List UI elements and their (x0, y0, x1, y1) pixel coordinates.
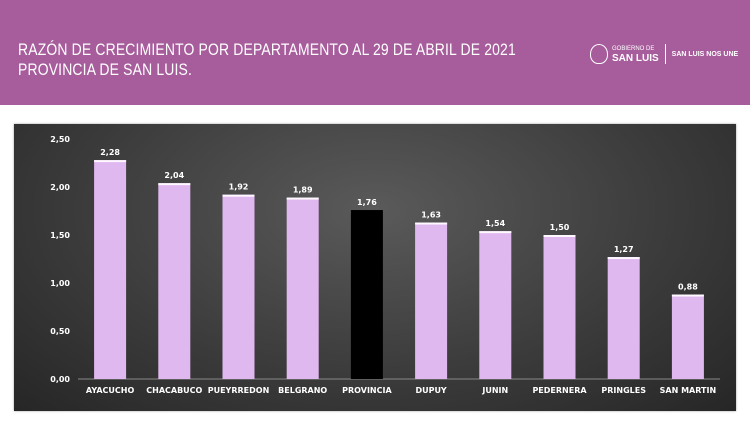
bar-belgrano (286, 197, 319, 379)
bar-chart: 0,00 0,50 1,00 1,50 2,00 2,50 2,28 AYACUCHO 2,04… (50, 135, 720, 395)
bar-ayacucho (94, 160, 127, 379)
bar-highlight-edge (158, 183, 191, 186)
bar-highlight-edge (479, 231, 512, 234)
y-tick-label: 2,50 (50, 135, 70, 144)
y-tick-label: 0,00 (50, 375, 70, 384)
seal-icon (590, 44, 608, 64)
bar-highlight-edge (286, 197, 319, 200)
logo-small-text: GOBIERNO DE (612, 46, 655, 52)
x-tick-label: PUEYRREDON (208, 386, 270, 395)
bar-highlight-edge (415, 222, 448, 225)
bar-dupuy (415, 222, 448, 379)
title-line-2: PROVINCIA DE SAN LUIS. (18, 60, 193, 79)
x-tick-label: PEDERNERA (532, 386, 587, 395)
data-label: 1,92 (229, 183, 249, 192)
government-logo: GOBIERNO DE SAN LUIS SAN LUIS NOS UNE (590, 42, 738, 66)
x-tick-label: PRINGLES (601, 386, 646, 395)
x-tick-label: PROVINCIA (342, 386, 392, 395)
y-tick-label: 2,00 (50, 183, 70, 192)
logo-big-text: SAN LUIS (612, 53, 659, 64)
bar-highlight-edge (671, 294, 704, 297)
y-tick-label: 1,50 (50, 231, 70, 240)
header-banner: RAZÓN DE CRECIMIENTO POR DEPARTAMENTO AL… (0, 0, 750, 105)
title-line-1: RAZÓN DE CRECIMIENTO POR DEPARTAMENTO AL… (18, 40, 516, 59)
logo-divider (664, 44, 666, 64)
data-label: 0,88 (678, 283, 698, 292)
x-tick-label: BELGRANO (278, 386, 327, 395)
bar-junin (479, 231, 512, 379)
x-tick-label: DUPUY (415, 386, 446, 395)
data-label: 1,50 (550, 223, 570, 232)
chart-panel: 0,00 0,50 1,00 1,50 2,00 2,50 2,28 AYACUCHO 2,04… (14, 124, 736, 411)
bar-chacabuco (158, 183, 191, 379)
y-tick-label: 0,50 (50, 327, 70, 336)
bar-pringles (607, 257, 640, 379)
bar-pueyrredon (222, 194, 255, 379)
x-tick-label: AYACUCHO (86, 386, 135, 395)
y-tick-label: 1,00 (50, 279, 70, 288)
bar-provincia (350, 210, 383, 379)
bar-highlight-edge (607, 257, 640, 260)
bar-highlight-edge (222, 194, 255, 197)
data-label: 2,04 (164, 171, 184, 180)
data-label: 1,63 (421, 211, 441, 220)
bar-highlight-edge (543, 235, 576, 237)
bar-highlight-edge (94, 160, 127, 163)
x-tick-label: CHACABUCO (146, 386, 202, 395)
bar-pedernera (543, 235, 576, 379)
data-label: 1,89 (293, 186, 313, 195)
data-label: 1,54 (485, 219, 505, 228)
data-label: 1,76 (357, 198, 377, 207)
data-label: 2,28 (100, 148, 120, 157)
bar-san-martin (671, 294, 704, 379)
x-tick-label: SAN MARTIN (660, 386, 717, 395)
page-title: RAZÓN DE CRECIMIENTO POR DEPARTAMENTO AL… (18, 40, 516, 80)
data-label: 1,27 (614, 245, 634, 254)
x-tick-label: JUNIN (481, 386, 508, 395)
slogan: SAN LUIS NOS UNE (671, 50, 739, 58)
